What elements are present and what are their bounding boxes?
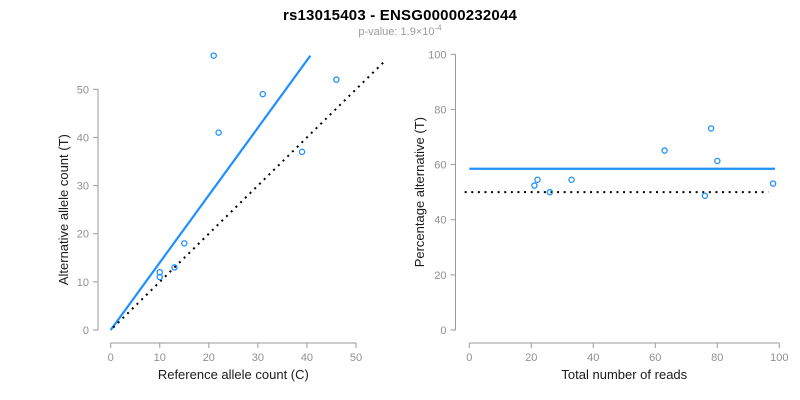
- percentage-scatter-data-point: [661, 147, 668, 154]
- percentage-scatter-y-tick-label: 40: [434, 215, 446, 227]
- percentage-scatter-x-tick-label: 40: [587, 352, 599, 364]
- allele-count-scatter-y-tick-label: 30: [77, 181, 89, 193]
- pvalue-mantissa: 1.9: [400, 26, 416, 38]
- percentage-scatter-y-tick-label: 20: [434, 270, 446, 282]
- percentage-scatter-data-point: [769, 180, 777, 187]
- percentage-scatter-x-tick-label: 60: [649, 352, 661, 364]
- percentage-scatter-data-point: [534, 176, 541, 183]
- percentage-scatter-x-tick-label: 20: [525, 352, 537, 364]
- percentage-scatter-data-point: [531, 182, 538, 189]
- allele-count-scatter-data-point: [298, 148, 306, 156]
- allele-count-scatter-data-point: [259, 90, 267, 98]
- pvalue-base: ×10: [415, 26, 435, 38]
- allele-count-scatter-y-tick-label: 20: [77, 229, 89, 241]
- allele-count-scatter-x-tick-label: 10: [154, 352, 166, 364]
- pvalue-exponent: -4: [434, 23, 442, 33]
- percentage-scatter-x-axis-label: Total number of reads: [561, 367, 687, 382]
- allele-count-scatter-x-tick-label: 0: [108, 352, 114, 364]
- pvalue-subtitle: p-value: 1.9×10-4: [0, 23, 800, 38]
- identity-line: [112, 59, 387, 329]
- allele-count-scatter-data-point: [156, 268, 164, 276]
- allele-count-scatter-y-tick-label: 40: [77, 132, 89, 144]
- percentage-scatter-x-tick-label: 100: [770, 352, 788, 364]
- allele-count-scatter-x-tick-label: 40: [301, 352, 313, 364]
- allele-count-scatter-data-point: [210, 52, 217, 59]
- allele-count-scatter-y-tick-label: 50: [77, 84, 89, 96]
- allele-count-scatter-x-tick-label: 30: [252, 352, 264, 364]
- percentage-scatter-data-point: [707, 125, 715, 132]
- percentage-scatter-data-point: [714, 157, 721, 165]
- percentage-scatter-x-tick-label: 80: [711, 352, 723, 364]
- percentage-scatter-y-axis-label: Percentage alternative (T): [412, 117, 427, 267]
- percentage-scatter-y-tick-label: 100: [428, 49, 446, 61]
- allele-count-scatter-x-tick-label: 20: [203, 352, 215, 364]
- percentage-scatter-data-point: [568, 176, 575, 183]
- percentage-scatter-y-tick-label: 60: [434, 160, 446, 172]
- page-title: rs13015403 - ENSG00000232044: [282, 7, 518, 24]
- percentage-scatter-x-tick-label: 0: [466, 352, 472, 364]
- allele-count-scatter-data-point: [181, 240, 188, 247]
- allele-count-scatter-y-tick-label: 0: [83, 325, 89, 337]
- pvalue-prefix: p-value:: [358, 26, 401, 38]
- percentage-scatter-data-point: [546, 188, 554, 196]
- allele-count-scatter-x-tick-label: 50: [350, 352, 362, 364]
- allele-count-scatter-data-point: [333, 76, 340, 83]
- percentage-scatter-y-tick-label: 0: [440, 325, 446, 337]
- allele-count-scatter-y-tick-label: 10: [77, 277, 89, 289]
- percentage-scatter-data-point: [701, 192, 709, 199]
- allele-count-scatter-x-axis-label: Reference allele count (C): [158, 367, 309, 382]
- percentage-scatter-y-tick-label: 80: [434, 104, 446, 116]
- allele-count-scatter-data-point: [171, 264, 178, 271]
- allele-count-scatter-data-point: [215, 129, 222, 136]
- allele-count-scatter-y-axis-label: Alternative allele count (T): [56, 134, 71, 285]
- regression-line: [109, 54, 312, 331]
